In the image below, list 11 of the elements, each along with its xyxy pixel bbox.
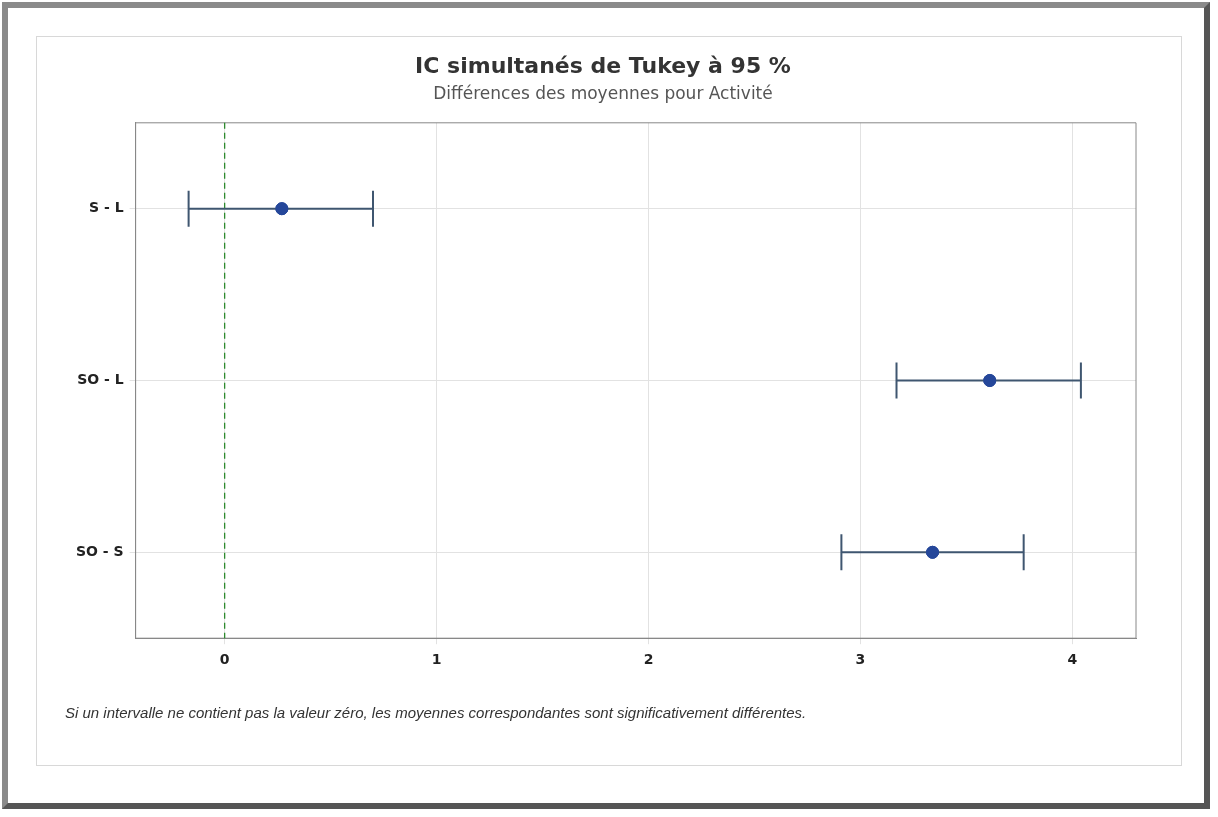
chart-subtitle: Différences des moyennes pour Activité bbox=[433, 83, 773, 104]
y-tick-label: SO - S bbox=[75, 542, 124, 559]
x-tick-label: 0 bbox=[219, 651, 230, 668]
y-tick-label: SO - L bbox=[77, 371, 124, 388]
x-tick-label: 1 bbox=[431, 651, 442, 668]
x-tick-label: 2 bbox=[643, 651, 654, 668]
x-tick-label: 4 bbox=[1067, 651, 1078, 668]
y-tick-label: S - L bbox=[89, 199, 124, 216]
text: Si un intervalle ne contient pas la valeur zéro, les moyennes correspondantes sont significativement différentes. bbox=[65, 703, 808, 723]
chart-title: IC simultanés de Tukey à 95 % bbox=[415, 52, 791, 78]
x-tick-label: 3 bbox=[855, 651, 866, 668]
